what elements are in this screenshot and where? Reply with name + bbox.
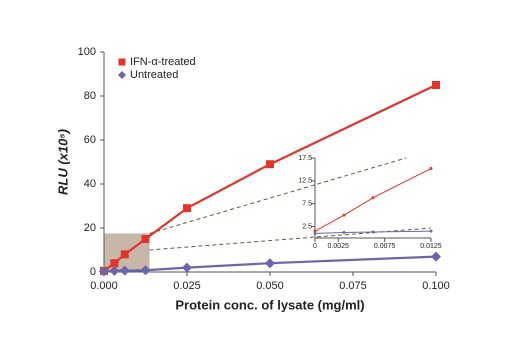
y-tick-label: 2.5 [302, 223, 312, 230]
x-tick-label: 0 [313, 243, 317, 250]
legend-marker [118, 71, 126, 79]
data-point [110, 259, 119, 268]
data-point [141, 235, 150, 243]
y-tick-label: 12.5 [298, 178, 312, 185]
x-tick-label: 0.0025 [327, 243, 349, 250]
y-tick-label: 60 [84, 134, 96, 146]
zoom-connector [149, 157, 407, 234]
series-line [314, 168, 432, 232]
data-point [342, 231, 346, 235]
data-point [182, 262, 192, 273]
data-point [371, 230, 375, 234]
data-point [342, 213, 346, 217]
data-point [120, 250, 129, 259]
legend-marker [118, 58, 126, 66]
x-tick-label: 0.0125 [420, 243, 442, 250]
x-tick-label: 0.100 [422, 280, 450, 292]
data-point [429, 229, 433, 233]
y-tick-label: 0 [90, 266, 96, 278]
zoom-connector [149, 227, 432, 251]
data-point [109, 265, 120, 276]
x-tick-label: 0.000 [90, 280, 118, 292]
x-axis-title: Protein conc. of lysate (mg/ml) [175, 297, 364, 312]
y-tick-label: 40 [84, 178, 96, 190]
data-point [429, 167, 433, 171]
data-point [313, 229, 317, 233]
data-point [140, 265, 151, 276]
data-point [266, 160, 274, 169]
y-tick-label: 7.5 [302, 201, 312, 208]
data-point [313, 231, 317, 235]
x-tick-label: 0.075 [339, 280, 367, 292]
data-point [99, 266, 109, 277]
data-point [431, 251, 441, 262]
data-point [119, 265, 130, 276]
data-point [371, 196, 375, 200]
x-tick-label: 0.0075 [374, 243, 396, 250]
legend-label: IFN-α-treated [130, 56, 196, 68]
series-line [314, 230, 432, 234]
data-point [432, 81, 440, 89]
data-point [183, 204, 191, 213]
y-tick-label: 17.5 [298, 155, 312, 162]
y-tick-label: 80 [84, 90, 96, 102]
x-tick-label: 0.025 [173, 280, 201, 292]
legend-label: Untreated [130, 69, 178, 81]
data-point [265, 258, 275, 269]
y-axis-title: RLU (x10⁵) [55, 129, 70, 195]
y-tick-label: 20 [84, 222, 96, 234]
x-tick-label: 0.050 [256, 280, 284, 292]
y-tick-label: 100 [78, 46, 96, 58]
